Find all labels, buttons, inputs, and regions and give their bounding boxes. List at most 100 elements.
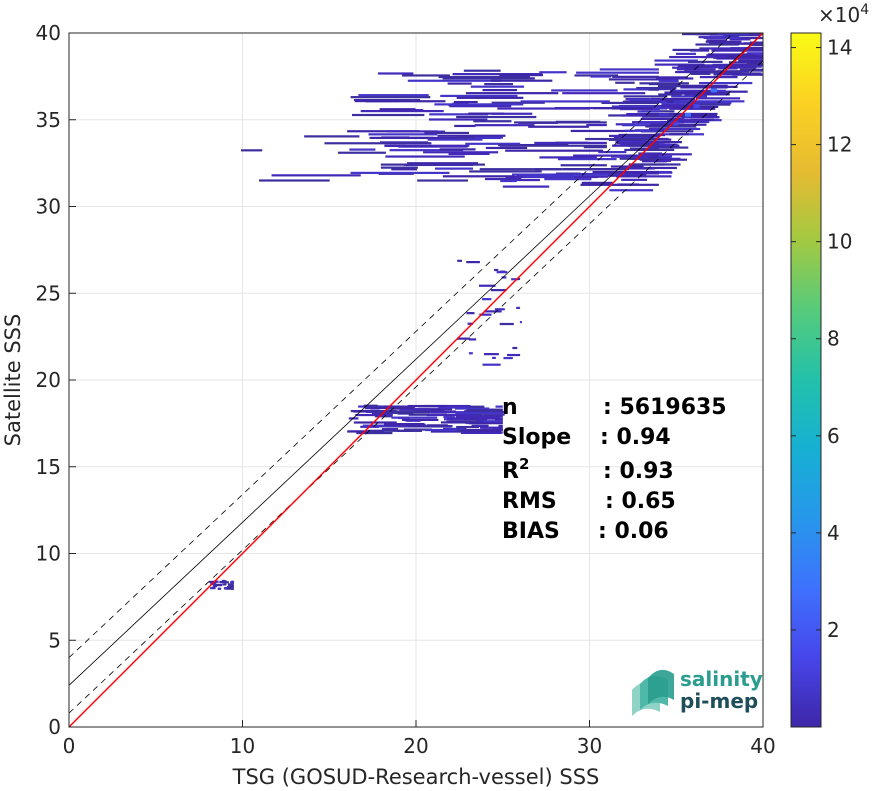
density-cell [465,142,521,145]
density-cell [454,407,490,410]
density-cell [428,118,488,121]
density-cell [574,74,619,77]
density-cell [551,89,618,92]
density-cell [358,94,429,97]
density-cell [576,71,659,74]
density-cell [502,413,505,416]
density-cell [695,43,739,46]
density-cell [650,97,695,101]
density-cell [707,53,753,56]
y-tick-label: 40 [36,21,61,45]
density-cell [640,117,685,120]
density-cell [494,268,499,272]
density-cell [747,46,763,50]
density-cell [456,115,537,119]
density-cell [501,276,507,279]
density-cell [734,57,763,60]
salinity-pi-mep-logo: salinity pi-mep [632,667,763,716]
density-cell [497,107,591,110]
density-cell [698,64,745,67]
density-cell [485,177,522,181]
density-cell [693,104,700,109]
x-tick-label: 20 [403,734,428,758]
density-cell [423,151,499,154]
density-cell [610,165,644,168]
density-cell [367,405,381,408]
density-cell [520,100,610,103]
density-cell [355,413,393,417]
density-cell [599,68,659,71]
density-cell [717,33,749,36]
density-cell [629,147,659,150]
x-tick-label: 40 [750,734,775,758]
density-cell [434,103,524,106]
stat-label: RMS [502,489,557,514]
density-cell [468,338,477,341]
density-cell [505,149,604,152]
y-tick-label: 20 [36,368,61,392]
density-cell [749,41,763,44]
density-cell [337,151,386,154]
density-cell [371,411,414,415]
density-cell [474,424,486,428]
density-cell [501,410,504,414]
density-cell [478,284,496,287]
density-cell [377,72,414,75]
density-cell [581,181,613,184]
density-cell [442,77,535,80]
density-cell [370,406,414,410]
density-cell [407,136,501,140]
density-cell [511,278,518,281]
density-cell [554,106,610,110]
reference-lines [69,33,763,727]
density-cell [466,312,475,315]
density-cell [534,168,626,171]
density-cell [654,59,698,62]
density-cell [616,144,638,147]
density-cell [683,85,711,88]
density-cell [667,119,705,122]
density-cell [539,156,597,159]
density-cell [507,353,521,357]
y-tick-label: 0 [48,715,61,739]
density-cell [427,138,483,141]
stat-label: Slope [502,425,571,450]
density-cell [672,121,679,126]
x-tick-label: 30 [577,734,602,758]
density-cell [490,79,553,82]
density-cell [644,88,676,91]
density-cell [616,141,649,145]
density-cell [628,163,681,166]
density-cell [709,71,742,74]
density-cell [417,179,468,182]
density-cell [456,96,524,99]
density-cell [403,428,432,431]
density-cell [348,417,359,420]
density-cell [590,75,612,78]
density-cell [426,413,474,417]
density-cell [528,125,589,128]
density-cell [360,109,444,113]
density-cell [462,429,500,432]
density-cell [699,81,753,85]
colorbar-exponent-power: 4 [860,2,869,18]
density-cell [669,107,716,110]
density-cell [649,159,671,162]
density-cell [754,33,763,36]
density-cell [500,179,517,183]
density-cell [673,100,701,103]
density-cell [729,38,751,41]
density-cell [635,121,680,124]
density-cell [466,261,480,264]
colorbar-tick-label: 6 [827,424,840,448]
fit-bound-line [69,60,763,714]
density-cell [688,60,723,63]
density-cell [474,124,535,127]
density-cell [482,363,501,366]
density-cell [706,39,728,42]
density-cell [637,110,659,113]
density-cell [646,113,659,116]
density-cell [212,584,216,588]
